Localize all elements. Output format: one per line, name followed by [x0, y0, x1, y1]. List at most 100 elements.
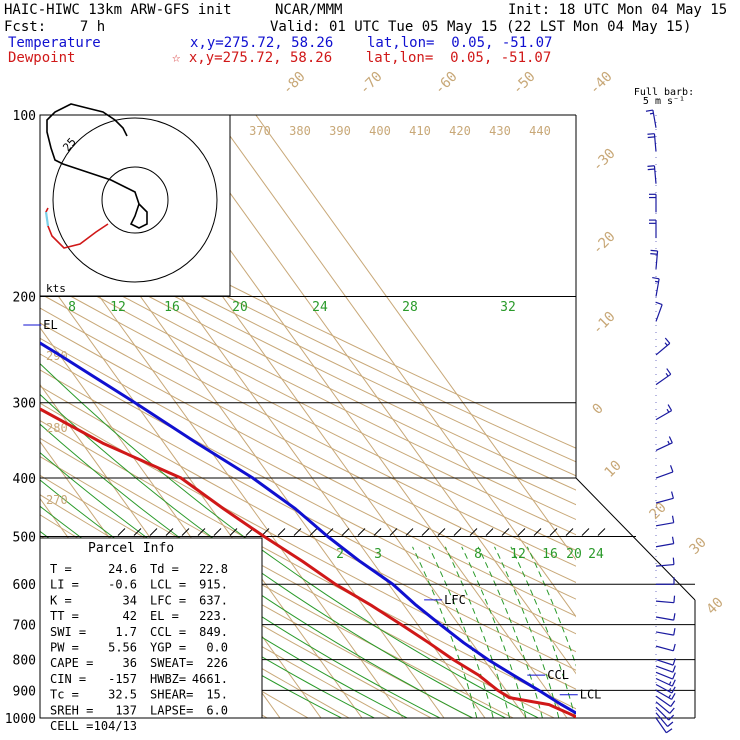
- barb-feather: [672, 643, 676, 651]
- parcel-row-value: 34: [123, 593, 137, 607]
- barb-feather: [650, 253, 658, 255]
- wind-barb: [655, 658, 676, 666]
- pressure-tick-label: 200: [13, 291, 36, 306]
- freezing-hatch: [437, 528, 446, 536]
- barb-feather: [671, 515, 675, 523]
- wind-barb: [655, 695, 676, 707]
- pressure-tick-label: 600: [13, 578, 36, 593]
- right-axis-diagonal: [575, 477, 696, 601]
- barb-feather: [647, 133, 655, 135]
- mixing-label: 8: [474, 547, 482, 562]
- temperature-trace: [40, 341, 576, 715]
- parcel-row-value: 849.: [199, 625, 228, 639]
- parcel-row-label: TT =: [50, 609, 79, 623]
- level-label-lcl: LCL: [580, 688, 602, 702]
- isotherm-label: 20: [647, 500, 670, 523]
- theta-label: 420: [449, 124, 471, 138]
- wind-barb: [655, 628, 676, 636]
- parcel-row-value: 0.0: [206, 641, 228, 655]
- parcel-row-label: Tc =: [50, 688, 79, 702]
- dry-adiabat: [40, 419, 576, 710]
- barb-staff: [652, 109, 657, 128]
- mixing-label: 20: [232, 300, 248, 315]
- theta-label: 290: [46, 349, 68, 363]
- barb-staff: [653, 165, 657, 184]
- barb-feather-half: [649, 112, 654, 115]
- mixing-label: 2: [336, 547, 344, 562]
- wind-barb: [655, 536, 675, 548]
- parcel-row-label: HWBZ=: [150, 672, 186, 686]
- barb-staff: [655, 471, 674, 479]
- wind-barbs: Full barb:5 m s⁻¹: [634, 87, 694, 734]
- wind-barb: [655, 436, 673, 451]
- barb-staff: [655, 442, 673, 451]
- parcel-info-panel: Parcel Info T = 24.6 Td = 22.8 LI = -0.6 LCL = 9…: [39, 537, 263, 733]
- mixing-label: 8: [68, 300, 76, 315]
- barb-feather: [672, 672, 676, 680]
- parcel-row-value: 223.: [199, 609, 228, 623]
- pressure-tick-label: 300: [13, 397, 36, 412]
- dry-adiabat: [40, 369, 576, 653]
- dewpoint-trace: [40, 407, 576, 718]
- wind-barb: [649, 219, 657, 239]
- freezing-hatch: [485, 528, 494, 536]
- barb-feather-half: [665, 372, 669, 377]
- barb-feather: [645, 109, 653, 112]
- valid-time: Valid: 01 UTC Tue 05 May 15 (22 LST Mon …: [270, 19, 692, 35]
- pressure-tick-label: 800: [13, 654, 36, 669]
- parcel-row-value: 32.5: [108, 688, 137, 702]
- barb-staff: [655, 410, 672, 421]
- mixing-label: 12: [510, 547, 526, 562]
- barb-staff: [655, 497, 674, 504]
- isotherm-label: -50: [510, 69, 539, 98]
- barb-staff: [655, 717, 667, 734]
- isotherm-label: -40: [587, 69, 616, 98]
- parcel-row-value: 42: [123, 609, 137, 623]
- barb-feather: [673, 613, 676, 621]
- parcel-row-label: K =: [50, 593, 72, 607]
- wind-barb: [655, 683, 676, 694]
- org-label: NCAR/MMM: [275, 2, 343, 18]
- dry-adiabat: [40, 251, 576, 521]
- hodograph-box: [39, 114, 231, 297]
- isotherm-line: [255, 115, 576, 561]
- barb-feather: [664, 337, 671, 344]
- freezing-hatch: [341, 528, 350, 536]
- barb-staff: [655, 600, 674, 604]
- pressure-tick-label: 1000: [5, 712, 36, 727]
- wind-barb: [655, 665, 676, 673]
- theta-label: 410: [409, 124, 431, 138]
- wind-barb: [655, 557, 675, 567]
- hodograph-ring-outer: [52, 117, 218, 283]
- isotherm-label: 30: [687, 535, 710, 558]
- mixing-label: 20: [566, 547, 582, 562]
- theta-label: 390: [329, 124, 351, 138]
- parcel-row-value: 226: [206, 656, 228, 670]
- temperature-location: x,y=275.72, 58.26 lat,lon= 0.05, -51.07: [190, 35, 553, 51]
- freezing-hatch: [533, 528, 542, 536]
- wind-barb: [655, 337, 671, 356]
- barb-staff: [655, 645, 674, 652]
- isotherm-label: -80: [280, 69, 309, 98]
- pressure-tick-label: 400: [13, 472, 36, 487]
- barb-feather-half: [666, 408, 670, 413]
- barb-feather: [672, 658, 676, 666]
- pressure-tick-label: 700: [13, 619, 36, 634]
- parcel-row-value: 6.0: [206, 703, 228, 717]
- barb-feather-half: [668, 681, 672, 685]
- wind-barb: [655, 677, 676, 687]
- freezing-hatch: [229, 528, 238, 536]
- parcel-info-title: Parcel Info: [88, 541, 174, 556]
- barb-staff: [653, 133, 657, 152]
- barb-feather: [673, 628, 676, 636]
- barb-staff: [655, 706, 670, 721]
- wind-barb: [650, 249, 659, 269]
- mixing-ratio-line: [494, 546, 560, 718]
- dry-adiabat: [40, 307, 576, 583]
- dry-adiabat: [40, 278, 576, 551]
- isotherm-label: -10: [590, 309, 619, 338]
- dry-adiabat: [40, 211, 576, 477]
- parcel-row-label: EL =: [150, 609, 179, 623]
- mixing-label: 16: [164, 300, 180, 315]
